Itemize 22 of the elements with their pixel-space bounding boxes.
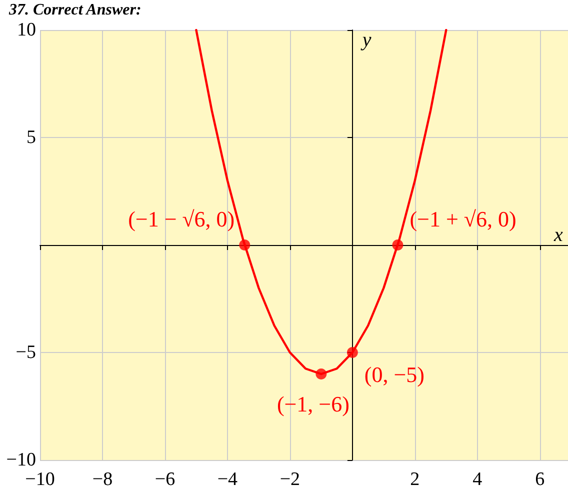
annotation: (0, −5)	[364, 362, 424, 387]
point	[239, 240, 250, 250]
x-tick-label: 4	[472, 469, 483, 489]
y-tick-label: −5	[16, 342, 36, 363]
y-axis-title: y	[360, 29, 372, 51]
x-tick-label: −6	[154, 469, 176, 489]
point	[316, 368, 327, 380]
annotation: (−1 − √6, 0)	[128, 206, 235, 232]
x-tick-label: −4	[217, 469, 238, 489]
point	[346, 347, 358, 358]
x-axis-title: x	[553, 224, 563, 246]
x-tick-label: 6	[535, 469, 545, 489]
point	[392, 240, 404, 250]
y-tick-label: 10	[17, 20, 36, 40]
x-tick-label: 2	[410, 469, 420, 489]
chart-title: 37. Correct Answer:	[8, 2, 142, 18]
annotation: (−1, −6)	[276, 392, 350, 416]
annotation: (−1 + √6, 0)	[410, 206, 516, 232]
y-tick-label: 5	[26, 127, 36, 148]
y-tick-label: −10	[6, 450, 36, 470]
x-tick-label: −2	[280, 469, 300, 489]
x-tick-label: −8	[92, 469, 113, 489]
